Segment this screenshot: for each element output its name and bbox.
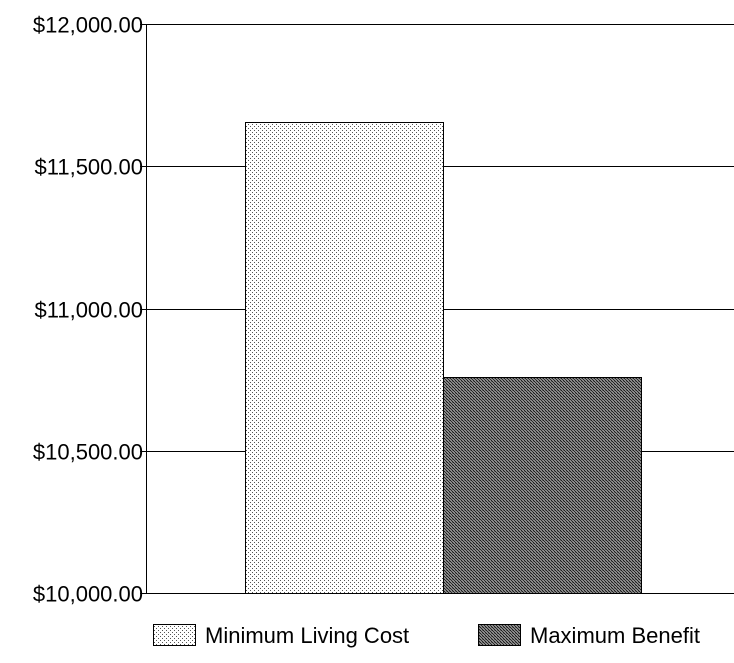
bars	[245, 122, 642, 594]
bar-maximum-benefit	[443, 377, 642, 594]
y-tick-label: $10,000.00	[33, 582, 143, 607]
legend-label-maximum-benefit: Maximum Benefit	[530, 623, 700, 648]
y-tick-label: $12,000.00	[33, 13, 143, 38]
legend: Minimum Living Cost Maximum Benefit	[153, 623, 700, 648]
legend-label-minimum-living-cost: Minimum Living Cost	[205, 623, 409, 648]
bar-minimum-living-cost	[245, 122, 444, 594]
legend-swatch-minimum-living-cost	[153, 624, 196, 646]
y-tick-label: $11,500.00	[35, 155, 143, 180]
y-tick-label: $10,500.00	[33, 440, 143, 465]
y-axis: $10,000.00 $10,500.00 $11,000.00 $11,500.00…	[33, 13, 734, 607]
legend-swatch-maximum-benefit	[478, 624, 521, 646]
y-tick-label: $11,000.00	[35, 298, 143, 323]
